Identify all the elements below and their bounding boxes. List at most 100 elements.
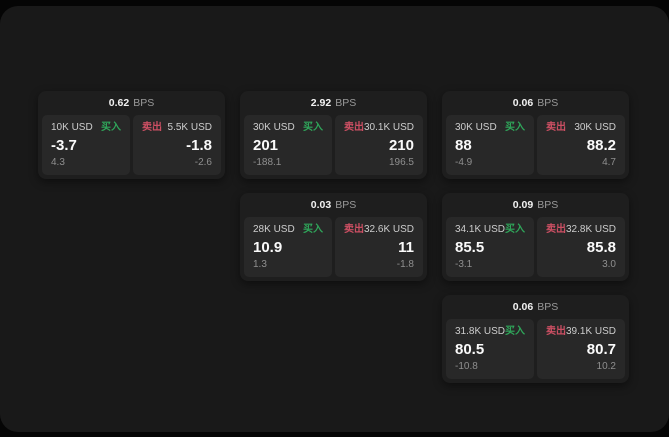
- quote-card: 2.92 BPS 30K USD 买入 201 -188.1 卖出 30.1K …: [240, 91, 427, 179]
- sell-quote-tile[interactable]: 卖出 32.6K USD 11 -1.8: [335, 217, 423, 277]
- sell-size-label: 30K USD: [574, 122, 616, 133]
- buy-tile-header: 10K USD 买入: [51, 122, 121, 134]
- sell-tile-header: 卖出 32.6K USD: [344, 224, 414, 236]
- spread-value: 0.62: [108, 97, 130, 109]
- spread-unit-label: BPS: [537, 97, 559, 109]
- buy-sub-value: -4.9: [455, 157, 473, 168]
- buy-tile-header: 31.8K USD 买入: [455, 326, 525, 338]
- buy-price: 85.5: [455, 239, 485, 256]
- sell-sub-value: 196.5: [388, 157, 414, 168]
- buy-quote-tile[interactable]: 28K USD 买入 10.9 1.3: [244, 217, 332, 277]
- buy-price: 80.5: [455, 341, 485, 358]
- buy-sub-value: -3.1: [455, 259, 473, 270]
- buy-tile-header: 34.1K USD 买入: [455, 224, 525, 236]
- sell-tile-header: 卖出 5.5K USD: [142, 122, 212, 134]
- buy-price: 88: [455, 137, 472, 154]
- buy-size-label: 31.8K USD: [455, 326, 506, 337]
- spread-unit-label: BPS: [133, 97, 155, 109]
- spread-value: 0.06: [512, 301, 534, 313]
- sell-sub-value: 4.7: [602, 157, 616, 168]
- buy-badge[interactable]: 买入: [303, 122, 323, 133]
- sell-tile-header: 卖出 39.1K USD: [546, 326, 616, 338]
- quote-card: 0.06 BPS 31.8K USD 买入 80.5 -10.8 卖出 39.1…: [442, 295, 629, 383]
- spread-unit-label: BPS: [537, 301, 559, 313]
- buy-badge[interactable]: 买入: [505, 122, 525, 133]
- sell-badge[interactable]: 卖出: [142, 122, 162, 133]
- sell-badge[interactable]: 卖出: [546, 224, 566, 235]
- buy-size-label: 30K USD: [253, 122, 295, 133]
- buy-sub-value: 4.3: [51, 157, 65, 168]
- spread-unit-label: BPS: [335, 199, 357, 211]
- spread-header: 0.62 BPS: [38, 91, 225, 115]
- buy-quote-tile[interactable]: 30K USD 买入 88 -4.9: [446, 115, 534, 175]
- sell-price: 80.7: [586, 341, 616, 358]
- sell-badge[interactable]: 卖出: [344, 122, 364, 133]
- spread-unit-label: BPS: [537, 199, 559, 211]
- buy-badge[interactable]: 买入: [505, 326, 526, 337]
- quote-tiles: 10K USD 买入 -3.7 4.3 卖出 5.5K USD -1.8 -2.…: [38, 115, 225, 179]
- sell-quote-tile[interactable]: 卖出 5.5K USD -1.8 -2.6: [133, 115, 221, 175]
- buy-price: 201: [253, 137, 279, 154]
- sell-size-label: 30.1K USD: [363, 122, 415, 133]
- buy-badge[interactable]: 买入: [505, 224, 526, 235]
- spread-value: 2.92: [310, 97, 332, 109]
- spread-unit-label: BPS: [335, 97, 357, 109]
- sell-price: 85.8: [586, 239, 616, 256]
- buy-badge[interactable]: 买入: [101, 122, 121, 133]
- sell-tile-header: 卖出 32.8K USD: [546, 224, 616, 236]
- sell-size-label: 39.1K USD: [565, 326, 617, 337]
- quote-tiles: 30K USD 买入 201 -188.1 卖出 30.1K USD 210 1…: [240, 115, 427, 179]
- sell-quote-tile[interactable]: 卖出 30.1K USD 210 196.5: [335, 115, 423, 175]
- quote-tiles: 34.1K USD 买入 85.5 -3.1 卖出 32.8K USD 85.8…: [442, 217, 629, 281]
- sell-badge[interactable]: 卖出: [344, 224, 364, 235]
- quote-tiles: 30K USD 买入 88 -4.9 卖出 30K USD 88.2 4.7: [442, 115, 629, 179]
- buy-badge[interactable]: 买入: [303, 224, 323, 235]
- quote-cards-grid: 0.62 BPS 10K USD 买入 -3.7 4.3 卖出 5.5K USD…: [38, 91, 629, 383]
- quote-card: 0.62 BPS 10K USD 买入 -3.7 4.3 卖出 5.5K USD…: [38, 91, 225, 179]
- sell-quote-tile[interactable]: 卖出 32.8K USD 85.8 3.0: [537, 217, 625, 277]
- buy-quote-tile[interactable]: 30K USD 买入 201 -188.1: [244, 115, 332, 175]
- sell-sub-value: -2.6: [194, 157, 212, 168]
- buy-size-label: 10K USD: [51, 122, 93, 133]
- spread-value: 0.06: [512, 97, 534, 109]
- sell-price: -1.8: [186, 137, 212, 154]
- sell-sub-value: 10.2: [596, 361, 616, 372]
- buy-sub-value: -188.1: [253, 157, 282, 168]
- sell-size-label: 32.8K USD: [565, 224, 617, 235]
- sell-price: 210: [388, 137, 414, 154]
- spread-header: 0.06 BPS: [442, 91, 629, 115]
- spread-header: 0.06 BPS: [442, 295, 629, 319]
- buy-price: -3.7: [51, 137, 77, 154]
- sell-quote-tile[interactable]: 卖出 39.1K USD 80.7 10.2: [537, 319, 625, 379]
- sell-badge[interactable]: 卖出: [546, 326, 566, 337]
- spread-value: 0.09: [512, 199, 534, 211]
- quote-card: 0.06 BPS 30K USD 买入 88 -4.9 卖出 30K USD 8…: [442, 91, 629, 179]
- buy-size-label: 30K USD: [455, 122, 497, 133]
- sell-size-label: 32.6K USD: [363, 224, 415, 235]
- sell-price: 88.2: [586, 137, 616, 154]
- sell-badge[interactable]: 卖出: [546, 122, 566, 133]
- sell-price: 11: [398, 239, 414, 256]
- spread-value: 0.03: [310, 199, 332, 211]
- spread-header: 0.03 BPS: [240, 193, 427, 217]
- buy-quote-tile[interactable]: 31.8K USD 买入 80.5 -10.8: [446, 319, 534, 379]
- sell-sub-value: 3.0: [602, 259, 616, 270]
- sell-sub-value: -1.8: [396, 259, 414, 270]
- quote-tiles: 28K USD 买入 10.9 1.3 卖出 32.6K USD 11 -1.8: [240, 217, 427, 281]
- buy-quote-tile[interactable]: 34.1K USD 买入 85.5 -3.1: [446, 217, 534, 277]
- buy-price: 10.9: [253, 239, 283, 256]
- buy-size-label: 34.1K USD: [455, 224, 506, 235]
- sell-size-label: 5.5K USD: [167, 122, 212, 133]
- buy-sub-value: 1.3: [253, 259, 267, 270]
- app-window: 0.62 BPS 10K USD 买入 -3.7 4.3 卖出 5.5K USD…: [0, 6, 669, 432]
- spread-header: 2.92 BPS: [240, 91, 427, 115]
- buy-tile-header: 30K USD 买入: [455, 122, 525, 134]
- sell-tile-header: 卖出 30.1K USD: [344, 122, 414, 134]
- quote-card: 0.03 BPS 28K USD 买入 10.9 1.3 卖出 32.6K US…: [240, 193, 427, 281]
- sell-quote-tile[interactable]: 卖出 30K USD 88.2 4.7: [537, 115, 625, 175]
- quote-tiles: 31.8K USD 买入 80.5 -10.8 卖出 39.1K USD 80.…: [442, 319, 629, 383]
- buy-tile-header: 28K USD 买入: [253, 224, 323, 236]
- buy-quote-tile[interactable]: 10K USD 买入 -3.7 4.3: [42, 115, 130, 175]
- spread-header: 0.09 BPS: [442, 193, 629, 217]
- buy-sub-value: -10.8: [455, 361, 478, 372]
